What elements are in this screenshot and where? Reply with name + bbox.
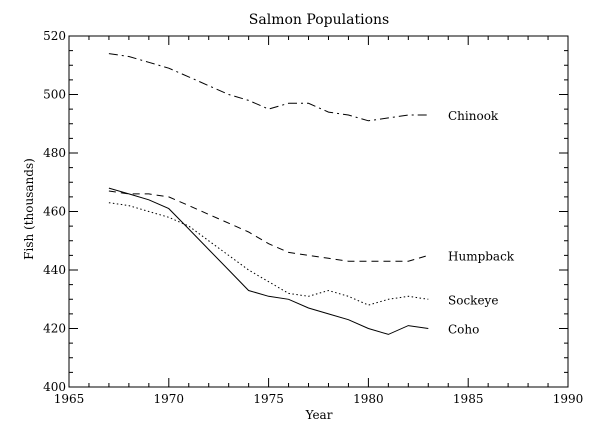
x-tick-label: 1970 <box>154 392 185 406</box>
x-tick-label: 1975 <box>253 392 284 406</box>
x-tick-label: 1965 <box>54 392 85 406</box>
y-tick-label: 400 <box>43 380 66 394</box>
series-line-humpback <box>108 190 429 262</box>
y-tick-label: 480 <box>43 146 66 160</box>
series-label-chinook: Chinook <box>448 109 499 123</box>
x-tick-labels: 1965 1970 1975 1980 1985 1990 <box>54 392 584 406</box>
y-tick-label: 500 <box>43 88 66 102</box>
axis-ticks <box>68 35 569 388</box>
chart-title: Salmon Populations <box>249 12 389 28</box>
series-line-coho <box>108 187 429 335</box>
x-axis-label: Year <box>305 408 333 422</box>
series-lines <box>108 53 429 335</box>
x-tick-label: 1980 <box>353 392 384 406</box>
plot-frame <box>68 35 569 388</box>
x-tick-label: 1985 <box>453 392 484 406</box>
series-line-chinook <box>108 53 429 122</box>
series-line-sockeye <box>108 202 429 306</box>
y-tick-label: 420 <box>43 322 66 336</box>
series-label-humpback: Humpback <box>448 249 515 263</box>
series-labels: Coho Sockeye Humpback Chinook <box>448 109 515 337</box>
x-tick-label: 1990 <box>553 392 584 406</box>
series-label-coho: Coho <box>448 323 479 337</box>
y-axis-label: Fish (thousands) <box>22 158 36 260</box>
y-tick-labels: 400 420 440 460 480 500 520 <box>43 29 66 394</box>
series-label-sockeye: Sockeye <box>448 293 498 307</box>
y-tick-label: 520 <box>43 29 66 43</box>
y-tick-label: 440 <box>43 263 66 277</box>
y-tick-label: 460 <box>43 205 66 219</box>
